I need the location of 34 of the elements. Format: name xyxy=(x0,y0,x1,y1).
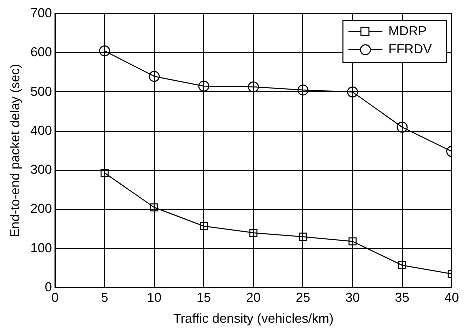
y-axis-title: End-to-end packet delay (sec) xyxy=(7,64,22,238)
y-tick-label: 300 xyxy=(30,162,52,178)
point xyxy=(396,122,408,133)
x-tick-label: 30 xyxy=(346,290,360,306)
point xyxy=(248,82,260,93)
y-tick-label: 100 xyxy=(30,240,52,256)
y-tick-label: 200 xyxy=(30,201,52,216)
y-tick-label: 400 xyxy=(30,122,52,138)
x-tick-label: 10 xyxy=(147,290,162,306)
y-tick-label: 0 xyxy=(45,279,52,294)
point xyxy=(298,84,309,96)
legend-label: FFRDV xyxy=(388,42,432,57)
point xyxy=(398,261,406,270)
y-tick-label: 700 xyxy=(30,6,52,21)
x-tick-label: 15 xyxy=(196,290,212,306)
point xyxy=(99,46,110,57)
point xyxy=(250,229,258,238)
point xyxy=(347,86,358,98)
x-tick-label: 35 xyxy=(395,290,410,306)
x-tick-label: 5 xyxy=(101,290,108,306)
x-tick-label: 25 xyxy=(296,290,310,306)
point xyxy=(100,169,109,178)
legend-label: MDRP xyxy=(388,24,427,39)
x-tick-label: 40 xyxy=(444,290,460,306)
point xyxy=(150,204,159,212)
point xyxy=(348,238,357,246)
x-tick-label: 20 xyxy=(246,290,261,306)
y-tick-label: 600 xyxy=(30,44,52,60)
point xyxy=(200,222,208,230)
point xyxy=(148,71,160,82)
y-tick-label: 500 xyxy=(30,84,52,99)
x-axis-title: Traffic density (vehicles/km) xyxy=(173,310,334,326)
point xyxy=(299,232,308,241)
point xyxy=(198,80,210,92)
